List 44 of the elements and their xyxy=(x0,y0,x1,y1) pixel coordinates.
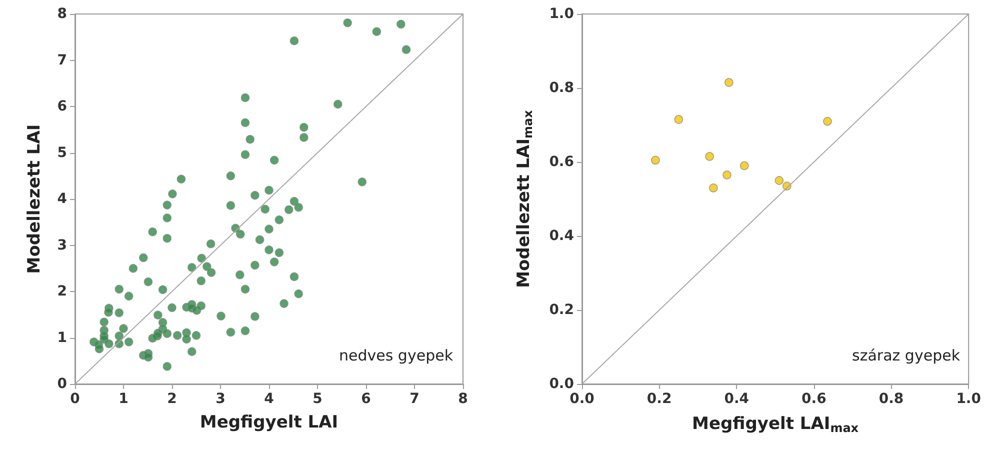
point xyxy=(709,184,718,192)
y-tick-label: 1.0 xyxy=(549,6,574,22)
x-tick-label: 0.0 xyxy=(570,391,595,407)
y-tick-label: 0.6 xyxy=(549,154,574,170)
point xyxy=(722,170,732,180)
x-tick-label: 0.6 xyxy=(802,391,826,407)
y-axis-title: Modellezett LAI xyxy=(24,124,44,274)
x-tick-label: 0.8 xyxy=(878,391,904,407)
x-tick-label: 1.0 xyxy=(956,391,982,407)
x-tick-label: 2 xyxy=(167,391,177,407)
y-tick-label: 6 xyxy=(57,98,67,114)
point xyxy=(651,156,660,165)
x-tick-label: 5 xyxy=(312,391,322,407)
x-tick-label: 0.4 xyxy=(724,391,750,407)
point xyxy=(823,116,832,126)
y-tick-label: 0.0 xyxy=(549,376,574,392)
x-tick-label: 1 xyxy=(118,391,128,407)
x-tick-label: 4 xyxy=(264,391,274,407)
y-axis-title: Modellezett LAImax xyxy=(514,110,535,288)
x-tick-label: 8 xyxy=(458,391,468,407)
x-axis-title: Megfigyelt LAI xyxy=(200,412,338,432)
y-tick-label: 2 xyxy=(57,284,67,300)
annotation: nedves gyepek xyxy=(338,346,454,364)
y-tick-label: 0.8 xyxy=(549,80,574,96)
x-tick-label: 0.2 xyxy=(646,391,672,407)
y-tick-label: 8 xyxy=(57,6,67,22)
x-tick-label: 6 xyxy=(361,391,371,407)
x-tick-label: 3 xyxy=(216,391,226,407)
x-tick-label: 7 xyxy=(410,391,420,407)
y-tick-label: 0.4 xyxy=(549,228,574,244)
y-tick-label: 7 xyxy=(57,52,67,68)
y-tick-label: 3 xyxy=(57,237,67,254)
y-tick-label: 1 xyxy=(57,330,67,346)
annotation: száraz gyepek xyxy=(852,346,960,364)
y-tick-label: 0 xyxy=(57,376,68,392)
point xyxy=(774,176,784,185)
point xyxy=(724,78,734,87)
point xyxy=(740,161,749,170)
y-tick-label: 4 xyxy=(57,191,68,207)
point xyxy=(705,152,714,161)
x-tick-label: 0 xyxy=(70,391,80,407)
point xyxy=(674,115,684,124)
y-tick-label: 5 xyxy=(57,144,67,161)
y-tick-label: 0.2 xyxy=(549,302,574,318)
